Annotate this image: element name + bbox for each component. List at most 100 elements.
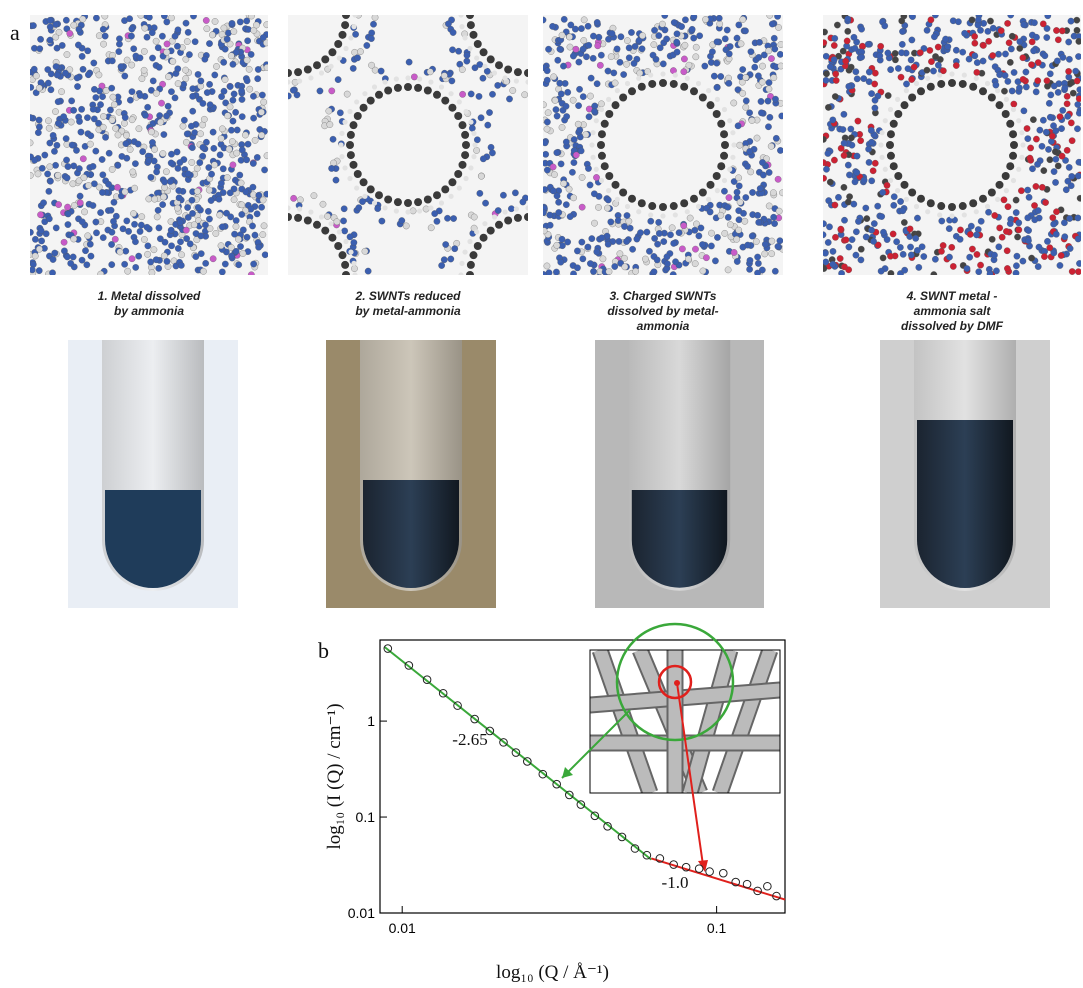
atom — [1070, 90, 1076, 96]
atom — [1009, 33, 1015, 39]
carbon — [414, 198, 422, 206]
atom — [878, 213, 884, 219]
hydrogen — [351, 261, 356, 266]
atom — [678, 23, 684, 29]
atom — [77, 193, 83, 199]
atom — [758, 110, 764, 116]
hydrogen — [730, 155, 735, 160]
atom — [734, 35, 740, 41]
atom — [901, 267, 907, 273]
atom — [46, 188, 52, 194]
atom — [858, 26, 864, 32]
carbon — [887, 130, 895, 138]
atom — [63, 157, 69, 163]
carbon — [328, 48, 336, 56]
atom — [872, 105, 878, 111]
atom — [885, 92, 891, 98]
atom — [595, 43, 601, 49]
hydrogen — [995, 88, 1000, 93]
atom — [254, 76, 260, 82]
hydrogen — [648, 212, 653, 217]
atom — [47, 164, 53, 170]
atom — [117, 249, 123, 255]
atom — [122, 114, 128, 120]
atom — [1047, 157, 1053, 163]
carbon — [598, 130, 606, 138]
atom — [771, 220, 777, 226]
atom — [297, 197, 303, 203]
hydrogen — [252, 330, 257, 335]
atom — [248, 51, 254, 57]
atom — [725, 267, 731, 273]
hydrogen — [696, 81, 701, 86]
atom — [137, 92, 143, 98]
atom — [953, 62, 959, 68]
atom — [972, 53, 978, 59]
carbon — [670, 80, 678, 88]
carbon — [441, 97, 449, 105]
hydrogen — [1019, 130, 1024, 135]
atom — [115, 132, 121, 138]
atom — [35, 171, 41, 177]
molecule-panel — [820, 12, 1083, 278]
atom — [46, 216, 52, 222]
atom — [61, 239, 67, 245]
atom — [559, 124, 565, 130]
hydrogen — [577, 315, 582, 320]
atom — [145, 243, 151, 249]
atom — [261, 223, 267, 229]
carbon — [328, 234, 336, 242]
carbon — [988, 188, 996, 196]
atom — [924, 27, 930, 33]
atom — [853, 229, 859, 235]
atom — [146, 196, 152, 202]
atom — [743, 98, 749, 104]
atom — [128, 33, 134, 39]
atom — [250, 160, 256, 166]
atom — [221, 25, 227, 31]
atom — [27, 172, 33, 178]
carbon — [628, 195, 636, 203]
atom — [368, 62, 374, 68]
atom — [333, 177, 339, 183]
atom — [734, 258, 740, 264]
atom — [714, 84, 720, 90]
atom — [1007, 220, 1013, 226]
carbon — [375, 91, 383, 99]
atom — [252, 232, 258, 238]
carbon — [887, 152, 895, 160]
atom — [767, 12, 773, 18]
atom — [123, 248, 129, 254]
atom — [244, 234, 250, 240]
hydrogen — [985, 81, 990, 86]
hydrogen — [525, 79, 530, 84]
atom — [229, 20, 235, 26]
atom — [773, 135, 779, 141]
atom — [71, 22, 77, 28]
hydrogen — [715, 188, 720, 193]
atom — [861, 177, 867, 183]
atom — [233, 150, 239, 156]
atom — [865, 41, 871, 47]
hydrogen — [338, 142, 343, 147]
hydrogen — [342, 119, 347, 124]
atom — [598, 52, 604, 58]
carbon — [467, 261, 475, 269]
atom — [1016, 227, 1022, 233]
atom — [844, 38, 850, 44]
atom — [98, 271, 104, 277]
atom — [748, 48, 754, 54]
atom — [967, 231, 973, 237]
atom — [55, 172, 61, 178]
atom — [97, 209, 103, 215]
atom — [916, 264, 922, 270]
atom — [87, 241, 93, 247]
atom — [1007, 59, 1013, 65]
hydrogen — [879, 155, 884, 160]
carbon — [255, 321, 263, 329]
atom — [99, 156, 105, 162]
atom — [264, 153, 270, 159]
atom — [544, 68, 550, 74]
carbon — [495, 221, 503, 229]
atom — [1004, 265, 1010, 271]
